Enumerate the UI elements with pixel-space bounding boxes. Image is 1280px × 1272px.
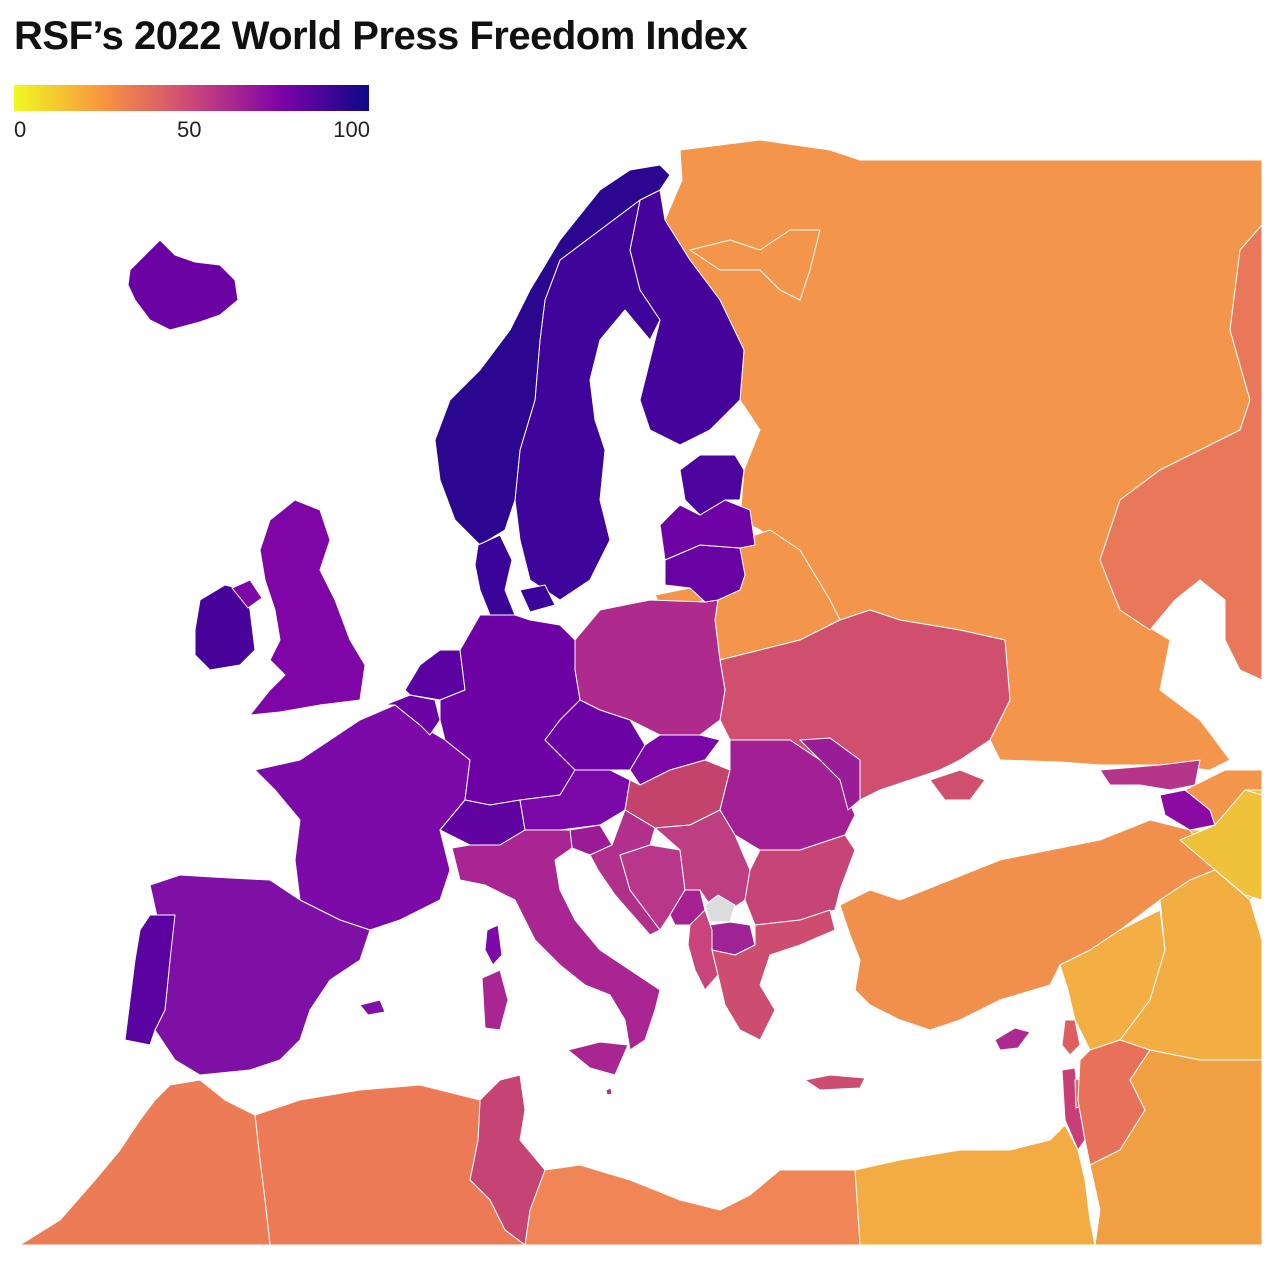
region-czechia[interactable] [544, 699, 646, 771]
region-norway[interactable] [434, 164, 671, 546]
region-northern-ireland[interactable] [231, 579, 263, 609]
region-crete[interactable] [804, 1074, 866, 1091]
region-italy[interactable] [451, 829, 661, 1051]
legend-gradient-bar [14, 85, 369, 111]
region-serbia[interactable] [654, 809, 751, 911]
region-portugal[interactable] [124, 914, 176, 1046]
region-denmark-islands[interactable] [519, 584, 556, 613]
map-title: RSF’s 2022 World Press Freedom Index [14, 14, 748, 58]
region-saudi-arabia[interactable] [1089, 1049, 1263, 1246]
region-moldova[interactable] [799, 737, 861, 811]
region-russia-north-sea-coast[interactable] [689, 229, 821, 301]
region-cyprus[interactable] [994, 1027, 1031, 1051]
region-estonia[interactable] [679, 454, 745, 516]
legend-ticks: 0 50 100 [14, 117, 370, 145]
region-georgia[interactable] [1099, 759, 1201, 791]
region-united-kingdom[interactable] [249, 499, 366, 716]
region-kosovo[interactable] [704, 894, 736, 923]
region-morocco[interactable] [19, 1079, 271, 1246]
region-balearics[interactable] [359, 999, 386, 1016]
region-egypt[interactable] [854, 1124, 1096, 1246]
region-bulgaria[interactable] [744, 834, 856, 926]
legend-tick-min: 0 [14, 117, 27, 142]
color-legend: 0 50 100 [14, 85, 370, 145]
region-greece[interactable] [711, 909, 836, 1041]
region-kazakhstan[interactable] [1099, 224, 1263, 681]
region-corsica[interactable] [484, 924, 503, 966]
region-iceland[interactable] [127, 239, 239, 331]
region-netherlands[interactable] [404, 649, 466, 701]
legend-tick-mid: 50 [177, 117, 202, 142]
region-libya[interactable] [524, 1164, 861, 1246]
region-denmark[interactable] [474, 534, 516, 616]
region-sicily[interactable] [567, 1041, 629, 1076]
region-crimea[interactable] [929, 769, 986, 801]
region-france[interactable] [254, 704, 471, 931]
region-sardinia[interactable] [481, 969, 509, 1031]
region-lebanon[interactable] [1061, 1019, 1081, 1056]
legend-tick-max: 100 [333, 117, 370, 142]
region-malta[interactable] [605, 1087, 613, 1096]
region-latvia[interactable] [659, 499, 756, 561]
